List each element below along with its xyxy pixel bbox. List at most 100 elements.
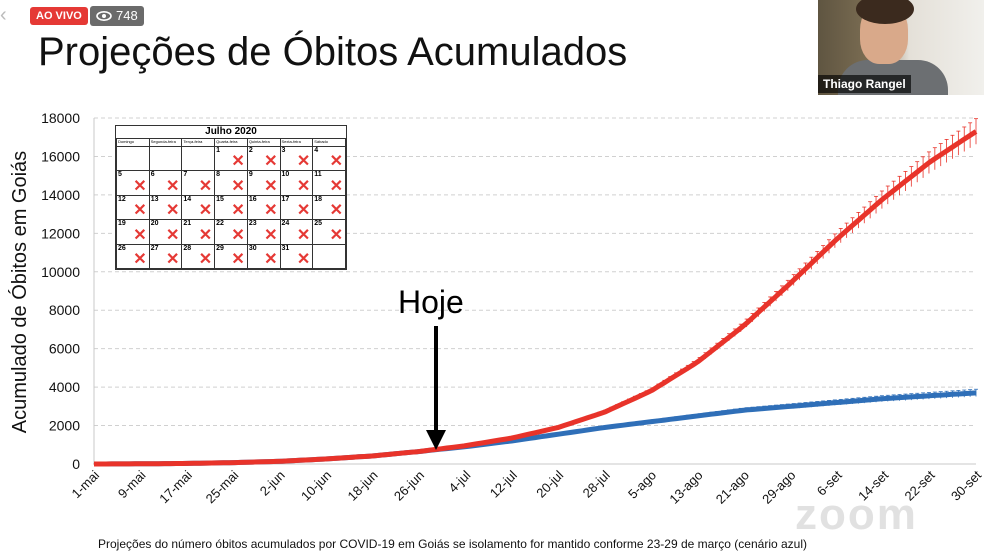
data-point [743, 325, 745, 327]
data-point [836, 401, 838, 403]
series-line-red [94, 129, 978, 467]
data-point [882, 198, 884, 200]
cross-icon: ✕ [264, 251, 278, 268]
x-tick-label: 9-mai [115, 467, 149, 501]
x-tick-label: 13-ago [666, 468, 705, 507]
calendar-day: 29 ✕ [214, 243, 248, 270]
y-tick-label: 0 [72, 456, 80, 472]
cross-icon: ✕ [296, 177, 311, 195]
data-point [929, 395, 931, 397]
cross-icon: ✕ [133, 226, 147, 244]
calendar-day [312, 243, 346, 270]
calendar-day: 6 ✕ [148, 170, 183, 196]
weekday-header: Sexta-feira [279, 138, 314, 147]
eye-icon [96, 11, 112, 21]
data-point [604, 411, 606, 413]
x-tick-label: 5-ago [625, 468, 659, 502]
data-point [511, 437, 513, 439]
back-chevron-icon[interactable]: ‹ [0, 4, 7, 26]
calendar-day: 18 ✕ [312, 194, 346, 221]
calendar-day: 1 ✕ [214, 145, 248, 172]
cross-icon: ✕ [198, 177, 213, 195]
data-point [789, 405, 791, 407]
cross-icon: ✕ [296, 251, 311, 268]
cross-icon: ✕ [133, 177, 147, 195]
x-tick-label: 21-ago [713, 468, 752, 507]
data-point [186, 462, 188, 464]
cross-icon: ✕ [198, 251, 213, 268]
cross-icon: ✕ [231, 226, 245, 244]
data-point [975, 130, 977, 132]
calendar-day [116, 145, 150, 172]
calendar-day [148, 145, 183, 172]
cross-icon: ✕ [296, 202, 311, 220]
data-point [696, 415, 698, 417]
data-point [836, 238, 838, 240]
today-arrow [426, 326, 446, 450]
y-axis-label: Acumulado de Óbitos em Goiás [8, 151, 31, 433]
cross-icon: ✕ [166, 251, 180, 268]
data-point [232, 462, 234, 464]
calendar-day: 26 ✕ [116, 243, 150, 270]
data-point [372, 455, 374, 457]
y-tick-label: 8000 [49, 302, 80, 318]
x-tick-label: 25-mai [203, 467, 242, 506]
calendar-day: 22 ✕ [214, 219, 248, 245]
calendar-day: 25 ✕ [312, 219, 346, 245]
calendar-day: 10 ✕ [279, 170, 314, 196]
cross-icon: ✕ [166, 226, 180, 244]
y-tick-label: 6000 [49, 341, 80, 357]
calendar-day: 9 ✕ [246, 170, 281, 196]
calendar-title: Julho 2020 [205, 126, 257, 137]
slide-title: Projeções de Óbitos Acumulados [38, 30, 628, 74]
data-point [696, 361, 698, 363]
cross-icon: ✕ [166, 177, 180, 195]
x-tick-label: 17-mai [156, 467, 195, 506]
x-tick-label: 30-set [948, 467, 984, 503]
series-line-blue [94, 390, 977, 467]
cross-icon: ✕ [133, 202, 147, 220]
cross-icon: ✕ [133, 251, 147, 268]
calendar-day: 17 ✕ [279, 194, 314, 221]
cross-icon: ✕ [198, 202, 213, 220]
calendar-day: 8 ✕ [214, 170, 248, 196]
viewer-count: 748 [90, 6, 144, 26]
weekday-header: Domingo [116, 138, 150, 147]
cross-icon: ✕ [296, 153, 311, 171]
calendar-day: 12 ✕ [116, 194, 150, 221]
viewer-count-value: 748 [116, 8, 138, 23]
calendar-day: 11 ✕ [312, 170, 346, 196]
cross-icon: ✕ [264, 202, 278, 220]
y-tick-label: 12000 [41, 225, 80, 241]
y-tick-labels: 0 2000 4000 6000 8000 10000 12000 14000 16000 180… [41, 110, 80, 472]
calendar-day: 20 ✕ [148, 219, 183, 245]
weekday-header: Terça-feira [181, 138, 216, 147]
cross-icon: ✕ [329, 202, 343, 220]
calendar-day: 3 ✕ [279, 145, 314, 172]
data-point [882, 398, 884, 400]
calendar-grid: Domingo Segunda-feira Terça-feira Quarta… [116, 138, 346, 270]
calendar-day: 14 ✕ [181, 194, 216, 221]
calendar-day: 21 ✕ [181, 219, 216, 245]
data-point [93, 463, 95, 465]
y-tick-label: 14000 [41, 187, 80, 203]
cross-icon: ✕ [264, 153, 278, 171]
x-tick-label: 18-jun [344, 468, 380, 504]
series-blue [93, 388, 978, 467]
zoom-watermark: zoom [795, 490, 918, 539]
x-tick-label: 10-jun [298, 468, 334, 504]
data-point [743, 409, 745, 411]
cross-icon: ✕ [329, 177, 343, 195]
cross-icon: ✕ [264, 177, 278, 195]
slide-caption: Projeções do número óbitos acumulados po… [98, 537, 808, 551]
data-point [464, 445, 466, 447]
weekday-header: Quinta-feira [246, 138, 281, 147]
y-tick-label: 4000 [49, 379, 80, 395]
speaker-video[interactable]: Thiago Rangel [818, 0, 984, 95]
cross-icon: ✕ [231, 177, 245, 195]
weekday-header: Quarta-feira [214, 138, 248, 147]
series-red [93, 118, 978, 467]
calendar-day: 24 ✕ [279, 219, 314, 245]
cross-icon: ✕ [296, 226, 311, 244]
calendar-july-2020: Julho 2020 Domingo Segunda-feira Terça-f… [115, 125, 347, 270]
